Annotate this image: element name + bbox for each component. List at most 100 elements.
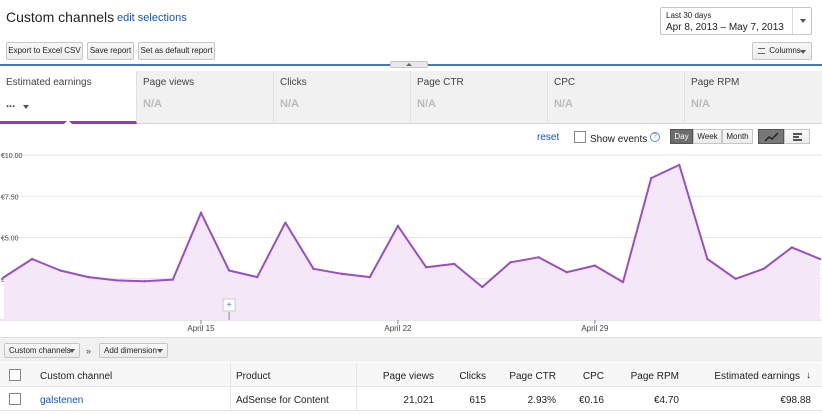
chevron-down-icon (69, 349, 75, 353)
data-point (30, 257, 34, 261)
metric-tab-page-ctr[interactable]: Page CTR N/A (411, 71, 548, 124)
metric-value: N/A (554, 98, 573, 110)
select-all-checkbox[interactable] (9, 369, 21, 381)
dimension-bar: Custom channels » Add dimension (0, 337, 822, 362)
column-header-product[interactable]: Product (236, 371, 271, 382)
report-header: Custom channels edit selections Last 30 … (0, 0, 822, 64)
chevron-down-icon (800, 19, 806, 23)
data-point (453, 262, 456, 266)
table-header-row: Custom channel Product Page views Clicks… (0, 363, 822, 387)
data-point (790, 246, 794, 249)
clicks-cell: 615 (469, 395, 486, 406)
data-point (115, 279, 118, 282)
column-header-estimated-earnings[interactable]: Estimated earnings (714, 371, 800, 382)
column-header-page-rpm[interactable]: Page RPM (630, 371, 679, 382)
metric-tab-clicks[interactable]: Clicks N/A (274, 71, 411, 124)
metric-tab-estimated-earnings[interactable]: Estimated earnings ... (0, 71, 137, 124)
date-range-value: Apr 8, 2013 – May 7, 2013 (666, 22, 784, 33)
cpc-cell: €0.16 (578, 395, 604, 406)
page-rpm-cell: €4.70 (653, 395, 679, 406)
metric-value: N/A (143, 98, 162, 110)
metric-tab-page-rpm[interactable]: Page RPM N/A (685, 71, 822, 124)
channel-link[interactable]: galstenen (40, 395, 84, 406)
date-picker-divider (792, 8, 793, 34)
data-point (649, 176, 653, 180)
collapse-toggle[interactable] (390, 61, 428, 68)
data-point (509, 261, 512, 264)
x-tick-label: April 22 (384, 324, 412, 333)
data-point (706, 257, 709, 261)
columns-button-label: Columns (769, 46, 801, 55)
metric-tabs: Estimated earnings ... Page views N/A Cl… (0, 71, 822, 124)
column-header-cpc[interactable]: CPC (582, 371, 604, 382)
metric-label: Clicks (280, 77, 307, 88)
page-ctr-cell: 2.93% (527, 395, 556, 406)
page-views-cell: 21,021 (403, 395, 434, 406)
add-dimension-dropdown[interactable]: Add dimension (99, 343, 168, 358)
estimated-earnings-cell: €98.88 (780, 395, 811, 406)
show-events-checkbox[interactable] (574, 131, 586, 143)
interval-week-button[interactable]: Week (693, 129, 722, 144)
metric-tab-page-views[interactable]: Page views N/A (137, 71, 274, 124)
help-icon[interactable]: ? (650, 132, 660, 142)
y-tick-label: €10.00 (1, 153, 23, 160)
column-separator (356, 387, 357, 411)
column-separator (230, 387, 231, 411)
custom-channels-dropdown[interactable]: Custom channels (4, 343, 80, 358)
table-view-button[interactable] (784, 129, 810, 144)
active-tab-notch (64, 120, 72, 124)
reset-chart-link[interactable]: reset (537, 132, 560, 143)
y-tick-label: €5.00 (1, 236, 19, 243)
data-point (762, 267, 765, 271)
column-header-clicks[interactable]: Clicks (459, 371, 486, 382)
metric-label: CPC (554, 77, 576, 88)
x-tick-label: April 15 (187, 324, 215, 333)
data-point (2, 275, 6, 279)
data-point (87, 275, 90, 279)
metric-value: N/A (417, 98, 436, 110)
product-cell: AdSense for Content (236, 395, 329, 406)
data-point (593, 264, 597, 267)
earnings-series-line (3, 163, 821, 288)
metric-value: N/A (280, 98, 299, 110)
set-default-report-button[interactable]: Set as default report (138, 42, 215, 60)
sort-descending-icon: ↓ (806, 370, 811, 381)
column-separator (356, 363, 357, 387)
save-report-button[interactable]: Save report (87, 42, 134, 60)
data-point (368, 275, 371, 279)
table-view-icon (793, 133, 802, 142)
date-range-picker[interactable]: Last 30 days Apr 8, 2013 – May 7, 2013 (660, 7, 812, 35)
column-header-page-views[interactable]: Page views (382, 371, 434, 382)
report-table: Custom channel Product Page views Clicks… (0, 363, 822, 411)
data-point (171, 278, 175, 281)
metric-value: N/A (691, 98, 710, 110)
table-row[interactable]: galstenen AdSense for Content 21,021 615… (0, 387, 822, 411)
interval-day-button[interactable]: Day (670, 129, 693, 144)
interval-month-button[interactable]: Month (722, 129, 753, 144)
metric-label: Page CTR (417, 77, 464, 88)
custom-channels-label: Custom channels (9, 346, 71, 355)
add-event-icon: + (226, 300, 232, 311)
data-point (143, 280, 146, 283)
data-point (284, 221, 287, 224)
column-header-custom-channel[interactable]: Custom channel (40, 371, 113, 382)
y-tick-label: €7.50 (1, 194, 19, 201)
metric-tab-cpc[interactable]: CPC N/A (548, 71, 685, 124)
columns-button[interactable]: Columns (752, 42, 812, 60)
chevron-down-icon (800, 50, 806, 54)
columns-menu-icon (758, 48, 765, 54)
export-csv-button[interactable]: Export to Excel CSV (6, 42, 83, 60)
edit-selections-link[interactable]: edit selections (117, 12, 187, 24)
row-checkbox[interactable] (9, 393, 21, 405)
chevron-down-icon[interactable] (23, 105, 29, 109)
data-point (396, 224, 400, 228)
show-events-label: Show events (590, 134, 648, 145)
data-point (227, 269, 231, 272)
column-header-page-ctr[interactable]: Page CTR (509, 371, 556, 382)
line-chart-view-button[interactable] (758, 129, 784, 144)
column-separator (230, 363, 231, 387)
metric-value: ... (6, 98, 16, 110)
data-point (312, 267, 315, 271)
data-point (734, 277, 737, 280)
